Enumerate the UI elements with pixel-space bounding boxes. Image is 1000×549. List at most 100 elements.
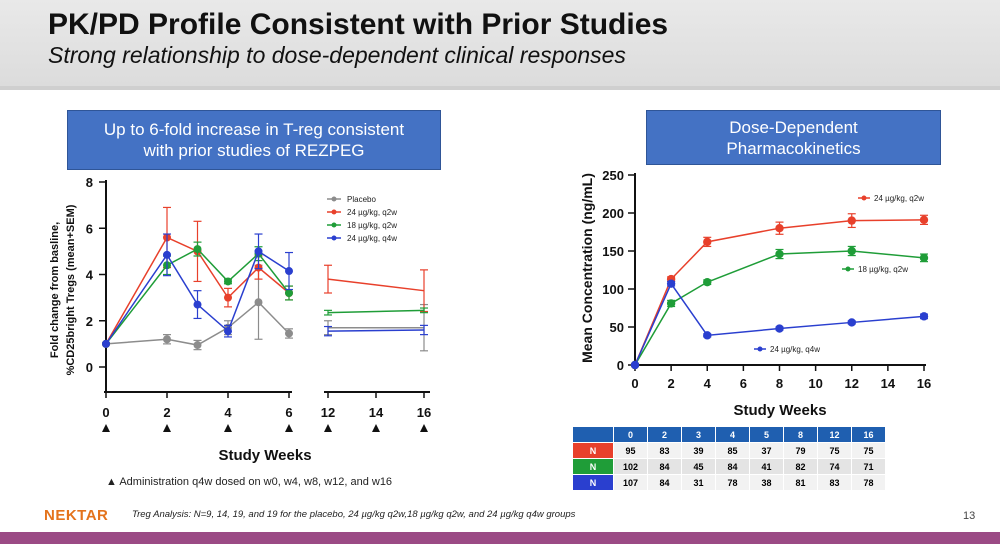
right-data-point-24-g-kg-q2w	[703, 237, 712, 247]
n-table-cell: 39	[681, 442, 716, 459]
n-table-cell: 95	[613, 442, 648, 459]
left-x-tick-label: 6	[285, 405, 292, 420]
administration-marker-icon	[372, 424, 380, 432]
n-table-cell: 75	[851, 442, 886, 459]
right-x-tick-label: 10	[808, 376, 822, 391]
right-x-tick-label: 4	[704, 376, 712, 391]
left-y-tick-label: 4	[86, 268, 94, 283]
left-series-line-18-g-kg-q2w	[105, 248, 290, 345]
page-number: 13	[963, 510, 976, 522]
n-table-header: 12	[817, 426, 852, 443]
left-data-point-placebo	[193, 341, 202, 350]
n-table-header: 2	[647, 426, 682, 443]
right-y-tick-label: 100	[602, 282, 624, 297]
right-x-tick-label: 14	[881, 376, 896, 391]
legend-label-24-g-kg-q4w: 24 µg/kg, q4w	[347, 234, 397, 243]
legend-label-placebo: Placebo	[347, 195, 376, 204]
right-legend-label-24-g-kg-q4w: 24 µg/kg, q4w	[770, 345, 820, 354]
pk-callout-line1: Dose-Dependent	[729, 117, 858, 137]
right-data-point-18-g-kg-q2w	[703, 277, 712, 287]
left-data-point-24-g-kg-q4w	[224, 327, 232, 336]
n-table-corner	[572, 426, 614, 443]
n-table-cell: 83	[817, 474, 852, 491]
administration-marker-icon	[324, 424, 332, 432]
administration-marker-icon	[420, 424, 428, 432]
right-x-tick-label: 0	[631, 376, 638, 391]
left-y-tick-label: 6	[86, 221, 93, 236]
n-table-cell: 75	[817, 442, 852, 459]
n-table-header: 4	[715, 426, 750, 443]
n-table-row: N 102 84 45 84 41 82 74 71	[572, 458, 886, 475]
right-x-tick-label: 6	[740, 376, 747, 391]
n-table-cell: 102	[613, 458, 648, 475]
slide-title: PK/PD Profile Consistent with Prior Stud…	[48, 8, 669, 41]
right-data-point-18-g-kg-q2w	[919, 253, 929, 263]
left-y-tick-label: 8	[86, 175, 93, 190]
n-table-header: 0	[613, 426, 648, 443]
left-data-point-18-g-kg-q2w	[224, 277, 232, 286]
n-table-header: 8	[783, 426, 818, 443]
slide-header: PK/PD Profile Consistent with Prior Stud…	[0, 0, 1000, 86]
n-table-header: 5	[749, 426, 784, 443]
n-table-row: N 95 83 39 85 37 79 75 75	[572, 442, 886, 459]
administration-marker-icon	[224, 424, 232, 432]
left-series-line-late-18-g-kg-q2w	[327, 309, 425, 314]
n-table-cell: 83	[647, 442, 682, 459]
right-data-point-24-g-kg-q2w	[775, 224, 784, 233]
right-data-point-18-g-kg-q2w	[775, 249, 784, 259]
right-legend-marker-24-g-kg-q4w	[757, 346, 763, 352]
treg-callout-line2: with prior studies of REZPEG	[143, 141, 365, 160]
n-table-cell: 38	[749, 474, 784, 491]
left-x-tick-label: 2	[163, 405, 170, 420]
legend-label-18-g-kg-q2w: 18 µg/kg, q2w	[347, 221, 397, 230]
right-y-axis-title: Mean Concentration (ng/mL)	[579, 173, 595, 363]
right-series-line-18-g-kg-q2w	[634, 250, 925, 366]
n-table-cell: 82	[783, 458, 818, 475]
left-data-point-placebo	[254, 298, 263, 307]
left-data-point-placebo	[163, 335, 171, 344]
n-table-header: 3	[681, 426, 716, 443]
left-x-tick-label: 4	[224, 405, 232, 420]
administration-marker-icon	[102, 424, 110, 432]
treg-callout-box: Up to 6-fold increase in T-reg consisten…	[67, 110, 441, 170]
right-data-point-24-g-kg-q2w	[847, 216, 856, 225]
pk-callout-box: Dose-Dependent Pharmacokinetics	[646, 110, 941, 165]
right-y-tick-label: 150	[602, 244, 624, 259]
n-count-table: 0 2 3 4 5 8 12 16 N 95 83 39 85 37 79 75 75 N 102 84 45 84 41…	[572, 426, 886, 491]
right-data-point-24-g-kg-q2w	[919, 215, 929, 225]
left-data-point-24-g-kg-q4w	[193, 300, 202, 309]
n-table-row-label: N	[572, 442, 614, 459]
footnote: Treg Analysis: N=9, 14, 19, and 19 for t…	[132, 509, 576, 520]
n-table-cell: 84	[647, 458, 682, 475]
left-y-tick-label: 0	[86, 360, 93, 375]
n-table-cell: 107	[613, 474, 648, 491]
n-table-header: 16	[851, 426, 886, 443]
right-data-point-24-g-kg-q4w	[703, 331, 712, 340]
left-x-tick-label: 12	[321, 405, 335, 420]
right-data-point-24-g-kg-q4w	[919, 312, 929, 321]
n-table-cell: 79	[783, 442, 818, 459]
right-y-tick-label: 50	[610, 320, 624, 335]
legend-label-24-g-kg-q2w: 24 µg/kg, q2w	[347, 208, 397, 217]
n-table-cell: 78	[851, 474, 886, 491]
administration-marker-icon	[285, 424, 293, 432]
left-series-line-placebo	[105, 301, 290, 346]
n-table-cell: 84	[647, 474, 682, 491]
n-table-cell: 74	[817, 458, 852, 475]
right-x-axis-title: Study Weeks	[733, 402, 826, 419]
right-data-point-24-g-kg-q4w	[847, 318, 856, 327]
right-x-tick-label: 2	[668, 376, 675, 391]
administration-marker-icon	[163, 424, 171, 432]
n-table-cell: 37	[749, 442, 784, 459]
n-table-cell: 31	[681, 474, 716, 491]
legend-marker-24-g-kg-q4w	[331, 235, 337, 241]
left-series-line-24-g-kg-q2w	[105, 236, 290, 345]
n-table-row-label: N	[572, 474, 614, 491]
left-data-point-24-g-kg-q4w	[254, 247, 263, 256]
left-y-axis-title-line2: %CD25bright Tregs (mean+SEM)	[65, 204, 77, 375]
right-x-tick-label: 12	[845, 376, 859, 391]
left-data-point-24-g-kg-q4w	[163, 250, 171, 259]
right-data-point-24-g-kg-q4w	[775, 324, 784, 333]
n-table-row-label: N	[572, 458, 614, 475]
right-series-line-24-g-kg-q2w	[634, 219, 925, 366]
